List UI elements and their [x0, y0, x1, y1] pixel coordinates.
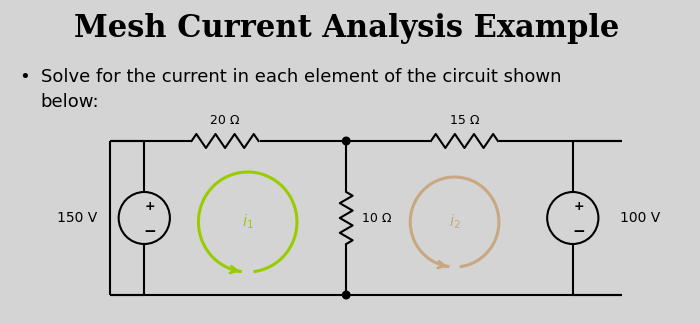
Text: +: +	[145, 201, 155, 214]
Text: Mesh Current Analysis Example: Mesh Current Analysis Example	[74, 13, 619, 44]
Text: below:: below:	[41, 93, 99, 111]
Text: 150 V: 150 V	[57, 211, 97, 225]
Circle shape	[342, 291, 350, 299]
Text: •: •	[19, 68, 30, 86]
Text: 20 Ω: 20 Ω	[210, 114, 240, 127]
Circle shape	[342, 137, 350, 145]
Text: $i_1$: $i_1$	[241, 213, 253, 231]
Text: $i_2$: $i_2$	[449, 213, 461, 231]
Text: 10 Ω: 10 Ω	[362, 212, 391, 224]
Text: −: −	[573, 224, 585, 238]
Text: 15 Ω: 15 Ω	[449, 114, 480, 127]
Text: +: +	[573, 201, 584, 214]
Text: −: −	[144, 224, 157, 238]
Text: 100 V: 100 V	[620, 211, 660, 225]
Text: Solve for the current in each element of the circuit shown: Solve for the current in each element of…	[41, 68, 561, 86]
